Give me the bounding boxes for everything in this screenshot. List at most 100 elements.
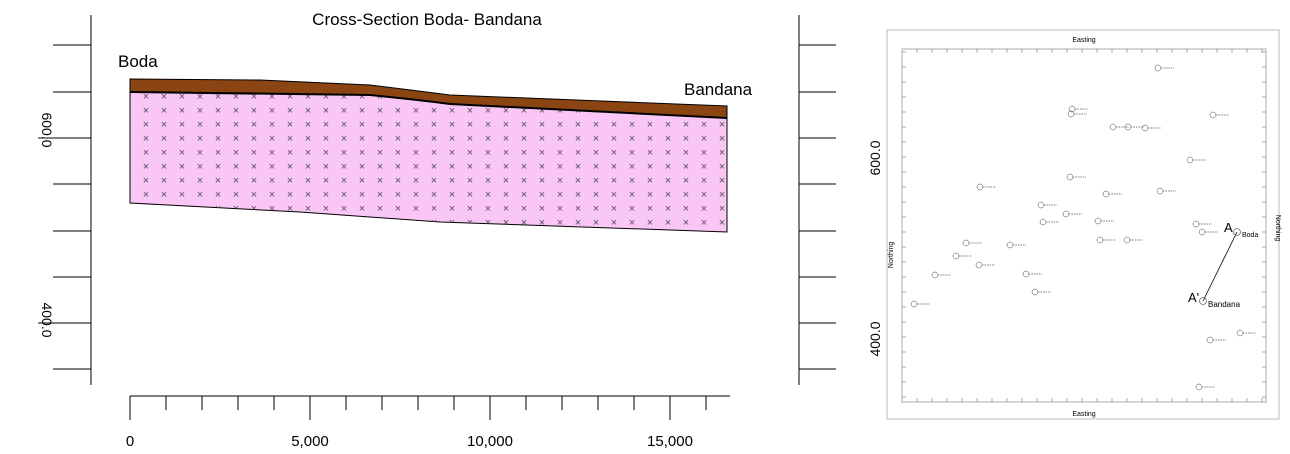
hatch-mark: ×	[251, 203, 257, 215]
hatch-mark: ×	[647, 161, 653, 173]
hatch-mark: ×	[647, 91, 653, 103]
hatch-mark: ×	[179, 147, 185, 159]
hatch-mark: ×	[485, 119, 491, 131]
hatch-mark: ×	[161, 91, 167, 103]
hatch-mark: ×	[467, 175, 473, 187]
hatch-mark: ×	[647, 175, 653, 187]
hatch-mark: ×	[359, 217, 365, 229]
hatch-mark: ×	[323, 175, 329, 187]
hatch-mark: ×	[629, 189, 635, 201]
hatch-mark: ×	[683, 133, 689, 145]
hatch-mark: ×	[593, 217, 599, 229]
hatch-mark: ×	[161, 161, 167, 173]
hatch-mark: ×	[467, 119, 473, 131]
hatch-mark: ×	[611, 119, 617, 131]
hatch-mark: ×	[305, 147, 311, 159]
hatch-mark: ×	[161, 133, 167, 145]
hatch-mark: ×	[575, 189, 581, 201]
hatch-mark: ×	[269, 189, 275, 201]
hatch-mark: ×	[629, 161, 635, 173]
hatch-mark: ×	[539, 105, 545, 117]
hatch-mark: ×	[503, 119, 509, 131]
hatch-mark: ×	[341, 175, 347, 187]
hatch-mark: ×	[485, 203, 491, 215]
hatch-mark: ×	[629, 175, 635, 187]
hatch-mark: ×	[251, 91, 257, 103]
hatch-mark: ×	[269, 175, 275, 187]
hatch-mark: ×	[485, 161, 491, 173]
hatch-mark: ×	[377, 119, 383, 131]
hatch-mark: ×	[395, 161, 401, 173]
hatch-mark: ×	[287, 175, 293, 187]
hatch-mark: ×	[287, 133, 293, 145]
hatch-mark: ×	[395, 147, 401, 159]
hatch-mark: ×	[215, 203, 221, 215]
hatch-mark: ×	[143, 203, 149, 215]
hatch-mark: ×	[557, 161, 563, 173]
hatch-mark: ×	[719, 147, 725, 159]
hatch-mark: ×	[233, 133, 239, 145]
hatch-mark: ×	[197, 217, 203, 229]
hatch-mark: ×	[719, 133, 725, 145]
hatch-mark: ×	[413, 203, 419, 215]
hatch-mark: ×	[647, 203, 653, 215]
hatch-mark: ×	[359, 119, 365, 131]
hatch-mark: ×	[485, 189, 491, 201]
hatch-mark: ×	[449, 105, 455, 117]
hatch-mark: ×	[215, 161, 221, 173]
hatch-mark: ×	[665, 203, 671, 215]
hatch-mark: ×	[503, 105, 509, 117]
hatch-mark: ×	[557, 175, 563, 187]
hatch-mark: ×	[197, 161, 203, 173]
hatch-mark: ×	[161, 175, 167, 187]
well-label-bandana: Bandana	[684, 80, 753, 99]
hatch-mark: ×	[179, 119, 185, 131]
hatch-mark: ×	[197, 189, 203, 201]
hatch-mark: ×	[557, 119, 563, 131]
hatch-mark: ×	[683, 161, 689, 173]
map-left-axis-label: Northing	[888, 242, 895, 269]
hatch-mark: ×	[305, 91, 311, 103]
hatch-mark: ×	[305, 133, 311, 145]
hatch-mark: ×	[449, 203, 455, 215]
hatch-mark: ×	[575, 175, 581, 187]
hatch-mark: ×	[539, 133, 545, 145]
hatch-mark: ×	[521, 175, 527, 187]
hatch-mark: ×	[161, 119, 167, 131]
hatch-mark: ×	[143, 91, 149, 103]
hatch-mark: ×	[341, 119, 347, 131]
map-y-tick-600: 600.0	[867, 140, 883, 175]
hatch-mark: ×	[521, 217, 527, 229]
hatch-mark: ×	[305, 175, 311, 187]
hatch-mark: ×	[575, 161, 581, 173]
hatch-mark: ×	[287, 91, 293, 103]
map-right-axis-label: Northing	[1274, 215, 1281, 242]
hatch-mark: ×	[413, 189, 419, 201]
hatch-mark: ×	[377, 91, 383, 103]
hatch-mark: ×	[377, 161, 383, 173]
hatch-mark: ×	[179, 175, 185, 187]
hatch-mark: ×	[287, 189, 293, 201]
hatch-mark: ×	[323, 119, 329, 131]
hatch-mark: ×	[161, 147, 167, 159]
soil-base-line	[129, 91, 728, 119]
left-axis-label-lower: 400.0	[39, 302, 55, 337]
hatch-mark: ×	[485, 133, 491, 145]
hatch-mark: ×	[431, 217, 437, 229]
hatch-mark: ×	[431, 189, 437, 201]
hatch-mark: ×	[557, 203, 563, 215]
hatch-mark: ×	[143, 217, 149, 229]
hatch-mark: ×	[575, 217, 581, 229]
hatch-mark: ×	[449, 119, 455, 131]
hatch-mark: ×	[269, 147, 275, 159]
hatch-mark: ×	[449, 189, 455, 201]
hatch-mark: ×	[251, 147, 257, 159]
hatch-mark: ×	[539, 161, 545, 173]
hatch-mark: ×	[593, 119, 599, 131]
map-well-boda-marker	[1233, 228, 1241, 236]
hatch-mark: ×	[341, 133, 347, 145]
hatch-mark: ×	[431, 203, 437, 215]
hatch-mark: ×	[323, 147, 329, 159]
hatch-mark: ×	[143, 105, 149, 117]
hatch-mark: ×	[485, 105, 491, 117]
